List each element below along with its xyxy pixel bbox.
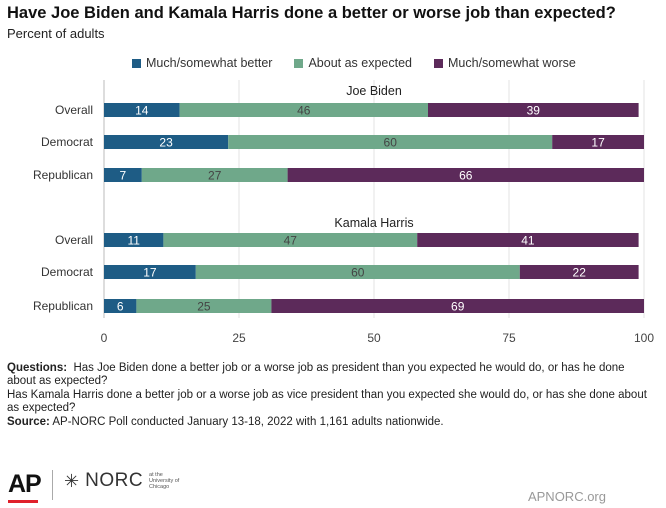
data-label-1-0-2: 41 xyxy=(521,234,535,248)
legend-item-better: Much/somewhat better xyxy=(132,56,272,70)
row-label-0-2: Republican xyxy=(33,168,93,182)
chart-title: Have Joe Biden and Kamala Harris done a … xyxy=(7,4,616,22)
data-label-0-1-2: 17 xyxy=(591,136,605,150)
data-label-0-0-0: 14 xyxy=(135,104,149,118)
bar-segment-0-0-1 xyxy=(179,103,428,117)
bar-segment-0-2-0 xyxy=(104,168,142,182)
data-label-1-1-1: 60 xyxy=(351,266,365,280)
bar-segment-0-1-2 xyxy=(552,135,644,149)
notes: Questions: Has Joe Biden done a better j… xyxy=(7,362,647,429)
legend-swatch-worse xyxy=(434,58,443,68)
legend-label-better: Much/somewhat better xyxy=(146,56,273,70)
data-label-1-1-0: 17 xyxy=(143,266,157,280)
apnorc-site: APNORC.org xyxy=(527,489,606,504)
x-tick-label-75: 75 xyxy=(502,331,516,345)
data-label-1-2-0: 6 xyxy=(117,300,124,314)
legend-item-expected: About as expected xyxy=(294,56,412,70)
question-1: Has Joe Biden done a better job or a wor… xyxy=(7,362,625,388)
x-tick-label-25: 25 xyxy=(232,331,246,345)
row-label-1-2: Republican xyxy=(33,299,93,313)
bar-segment-0-2-1 xyxy=(141,168,288,182)
question-2: Has Kamala Harris done a better job or a… xyxy=(7,388,647,415)
bar-segment-0-2-2 xyxy=(287,168,644,182)
row-label-1-0: Overall xyxy=(55,233,93,247)
chart-subtitle: Percent of adults xyxy=(7,26,105,41)
legend-label-worse: Much/somewhat worse xyxy=(448,56,576,70)
question-1-note: Questions: Has Joe Biden done a better j… xyxy=(7,362,647,389)
bar-segment-1-1-1 xyxy=(195,265,520,279)
data-label-1-0-1: 47 xyxy=(284,234,298,248)
row-label-0-1: Democrat xyxy=(41,135,94,149)
x-tick-label-0: 0 xyxy=(101,331,108,345)
bar-segment-0-1-1 xyxy=(228,135,553,149)
x-tick-label-50: 50 xyxy=(367,331,381,345)
data-label-1-1-2: 22 xyxy=(573,266,587,280)
data-label-0-1-0: 23 xyxy=(159,136,173,150)
stacked-bar-chart: 0 25 50 75 100 Joe Biden Overall 14 46 39 Democrat… xyxy=(33,80,654,345)
legend-label-expected: About as expected xyxy=(308,56,412,70)
row-label-0-0: Overall xyxy=(55,103,93,117)
bar-segment-1-1-2 xyxy=(519,265,639,279)
data-label-1-2-1: 25 xyxy=(197,300,211,314)
data-label-0-0-1: 46 xyxy=(297,104,311,118)
ap-logo: AP xyxy=(8,470,42,498)
bar-segment-1-2-1 xyxy=(136,299,272,313)
legend-item-worse: Much/somewhat worse xyxy=(434,56,576,70)
bar-segment-0-0-0 xyxy=(104,103,180,117)
panel-title-1: Kamala Harris xyxy=(334,216,413,230)
logo-divider xyxy=(52,470,53,500)
source-note: Source: AP-NORC Poll conducted January 1… xyxy=(7,416,647,429)
data-label-0-2-2: 66 xyxy=(459,169,473,183)
bar-segment-1-1-0 xyxy=(104,265,196,279)
norc-logo-subtext: at the University of Chicago xyxy=(149,472,180,490)
data-label-0-2-1: 27 xyxy=(208,169,222,183)
x-tick-label-100: 100 xyxy=(634,331,654,345)
data-label-0-2-0: 7 xyxy=(120,169,127,183)
data-label-1-0-0: 11 xyxy=(127,234,140,248)
questions-label: Questions: xyxy=(7,362,68,374)
row-label-1-1: Democrat xyxy=(41,265,94,279)
data-label-0-1-1: 60 xyxy=(384,136,398,150)
norc-star-icon: ✳ xyxy=(64,471,80,491)
bar-segment-0-1-0 xyxy=(104,135,229,149)
legend: Much/somewhat better About as expected M… xyxy=(132,55,576,71)
bar-segment-0-0-2 xyxy=(428,103,639,117)
data-label-0-0-2: 39 xyxy=(527,104,541,118)
ap-logo-underline xyxy=(8,500,38,503)
norc-logo: ✳ NORC at the University of Chicago xyxy=(64,470,183,492)
legend-swatch-expected xyxy=(294,58,304,68)
legend-swatch-better xyxy=(132,58,141,68)
bar-segment-1-2-0 xyxy=(104,299,137,313)
bar-segment-1-2-2 xyxy=(271,299,644,313)
norc-logo-text: NORC xyxy=(85,470,144,491)
source-label: Source: xyxy=(7,415,50,428)
bar-segment-1-0-0 xyxy=(104,233,164,247)
bar-segment-1-0-2 xyxy=(417,233,639,247)
data-label-1-2-2: 69 xyxy=(451,300,465,314)
source-text: AP-NORC Poll conducted January 13-18, 20… xyxy=(52,415,444,428)
panel-title-0: Joe Biden xyxy=(346,84,402,98)
bar-segment-1-0-1 xyxy=(163,233,418,247)
